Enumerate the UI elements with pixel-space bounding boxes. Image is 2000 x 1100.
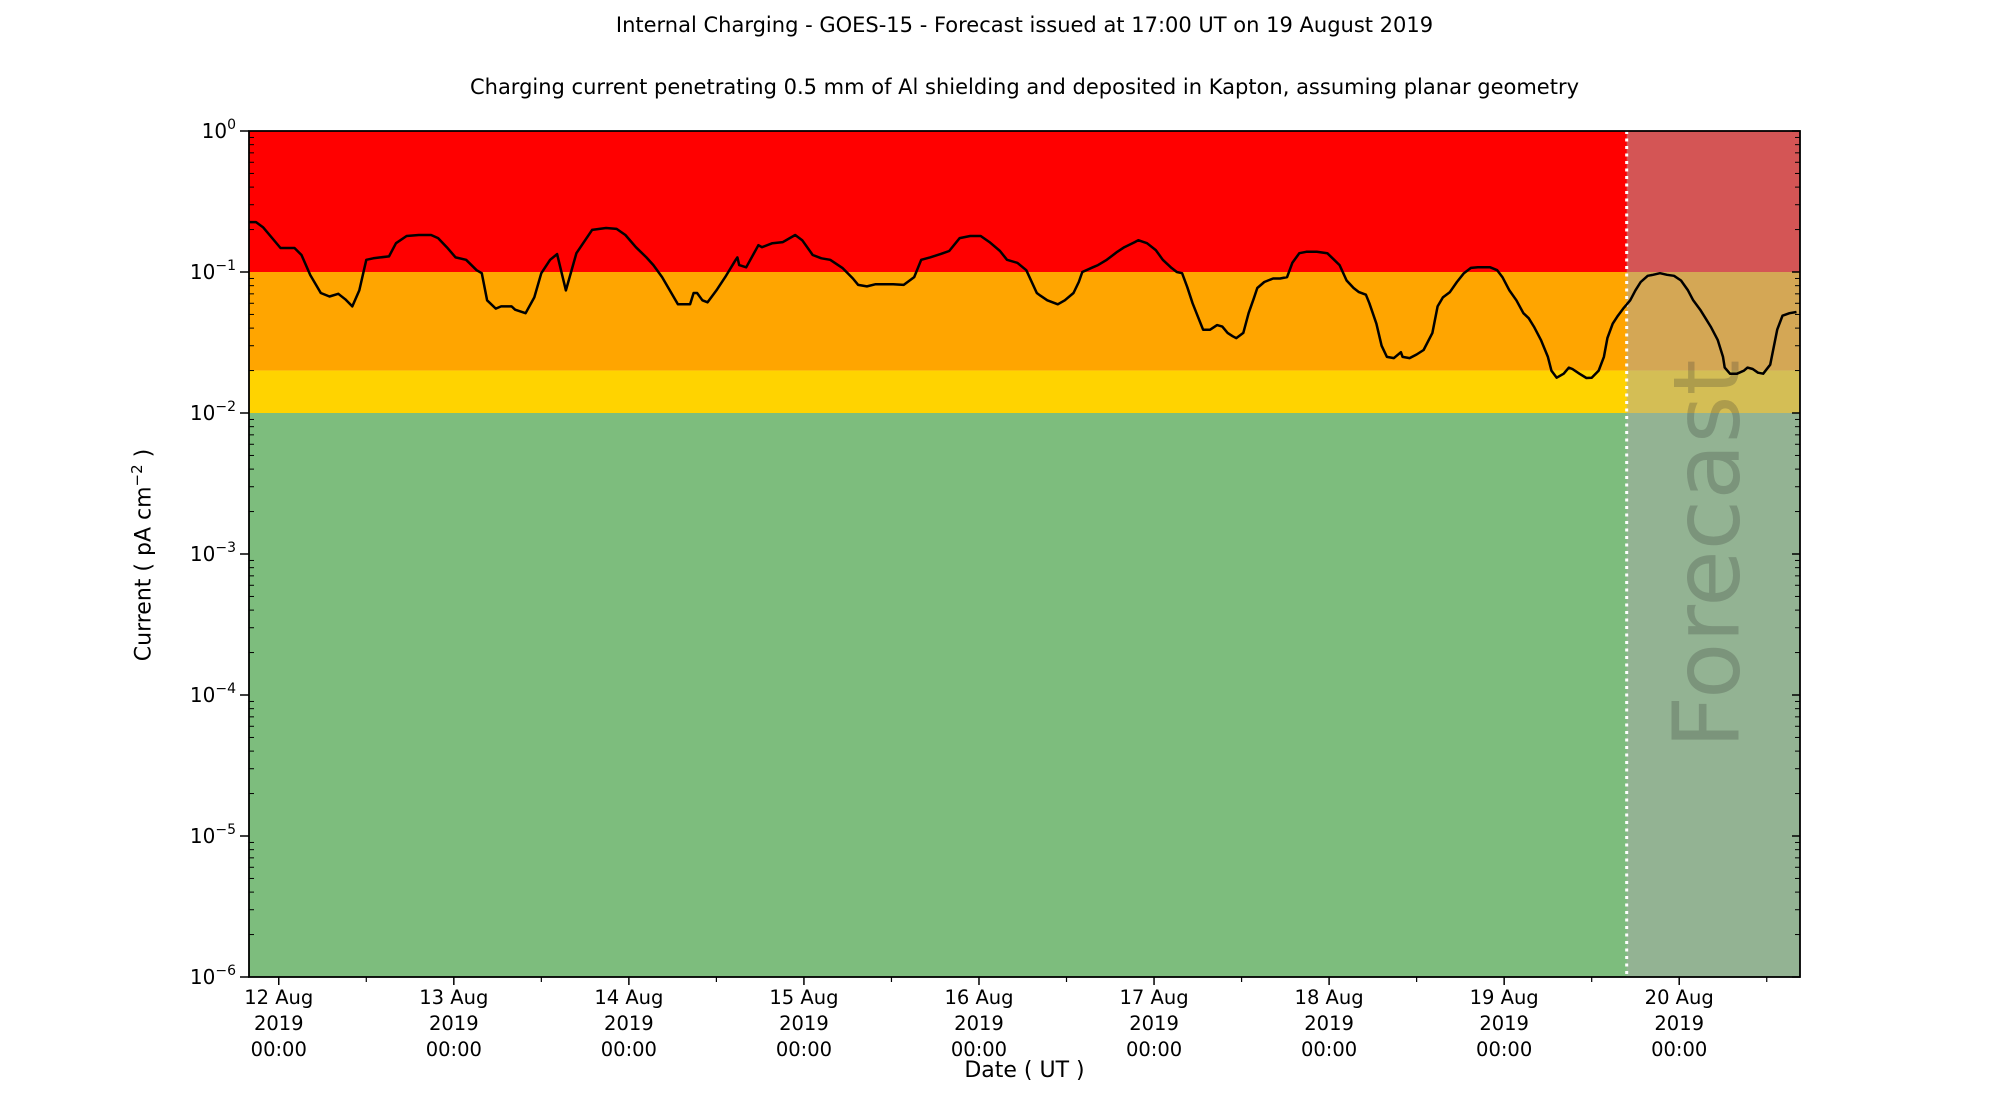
chart-subtitle: Charging current penetrating 0.5 mm of A… <box>469 75 1580 99</box>
x-axis-tick-label: 00:00 <box>426 1038 482 1061</box>
x-axis-tick-label: 2019 <box>429 1012 479 1035</box>
y-axis-title-exponent: −2 <box>128 464 146 487</box>
x-axis-tick-label: 18 Aug <box>1295 986 1364 1009</box>
forecast-overlay <box>1626 131 1800 977</box>
charging_current-line <box>249 220 1797 380</box>
x-axis-tick-label: 00:00 <box>1301 1038 1357 1061</box>
y-axis-tick-label: 10−3 <box>190 540 236 566</box>
forecast-watermark: Forecast <box>1654 359 1761 748</box>
x-axis-title: Date ( UT ) <box>964 1058 1085 1083</box>
band-yellow <box>249 370 1800 413</box>
x-axis-tick-label: 2019 <box>1654 1012 1704 1035</box>
x-axis-tick-label: 00:00 <box>1476 1038 1532 1061</box>
x-axis-tick-label: 00:00 <box>951 1038 1007 1061</box>
y-axis-title-suffix: ) <box>131 448 157 465</box>
x-axis-tick-label: 2019 <box>1304 1012 1354 1035</box>
y-axis-tick-label: 10−1 <box>190 258 236 284</box>
x-axis-tick-label: 19 Aug <box>1470 986 1539 1009</box>
x-axis-tick-label: 2019 <box>954 1012 1004 1035</box>
x-axis-tick-label: 2019 <box>779 1012 829 1035</box>
x-axis-tick-label: 00:00 <box>1126 1038 1182 1061</box>
x-axis-tick-label: 00:00 <box>251 1038 307 1061</box>
x-axis-tick-label: 00:00 <box>601 1038 657 1061</box>
y-axis-title: Current ( pA cm−2 ) <box>128 355 158 755</box>
x-axis-tick-label: 14 Aug <box>594 986 663 1009</box>
x-axis-tick-label: 12 Aug <box>244 986 313 1009</box>
plot-border <box>248 130 1801 978</box>
x-axis-tick-label: 13 Aug <box>419 986 488 1009</box>
y-axis-tick-label: 10−2 <box>190 399 236 425</box>
band-red <box>249 131 1800 272</box>
x-axis-tick-label: 2019 <box>1479 1012 1529 1035</box>
y-axis-title-text: Current ( pA cm <box>131 486 157 662</box>
x-axis-tick-label: 2019 <box>254 1012 304 1035</box>
x-axis-tick-label: 16 Aug <box>944 986 1013 1009</box>
y-axis-tick-label: 10−6 <box>190 963 236 989</box>
chart-title: Internal Charging - GOES-15 - Forecast i… <box>615 13 1434 37</box>
y-axis-tick-label: 10−5 <box>190 822 236 848</box>
x-axis-tick-label: 20 Aug <box>1645 986 1714 1009</box>
x-axis-tick-label: 15 Aug <box>769 986 838 1009</box>
x-axis-tick-label: 00:00 <box>1651 1038 1707 1061</box>
y-axis-tick-label: 100 <box>202 117 236 143</box>
x-axis-tick-label: 2019 <box>604 1012 654 1035</box>
band-orange <box>249 272 1800 371</box>
y-axis-tick-label: 10−4 <box>190 681 236 707</box>
band-green <box>249 413 1800 977</box>
x-axis-tick-label: 00:00 <box>776 1038 832 1061</box>
x-axis-tick-label: 17 Aug <box>1119 986 1188 1009</box>
x-axis-tick-label: 2019 <box>1129 1012 1179 1035</box>
